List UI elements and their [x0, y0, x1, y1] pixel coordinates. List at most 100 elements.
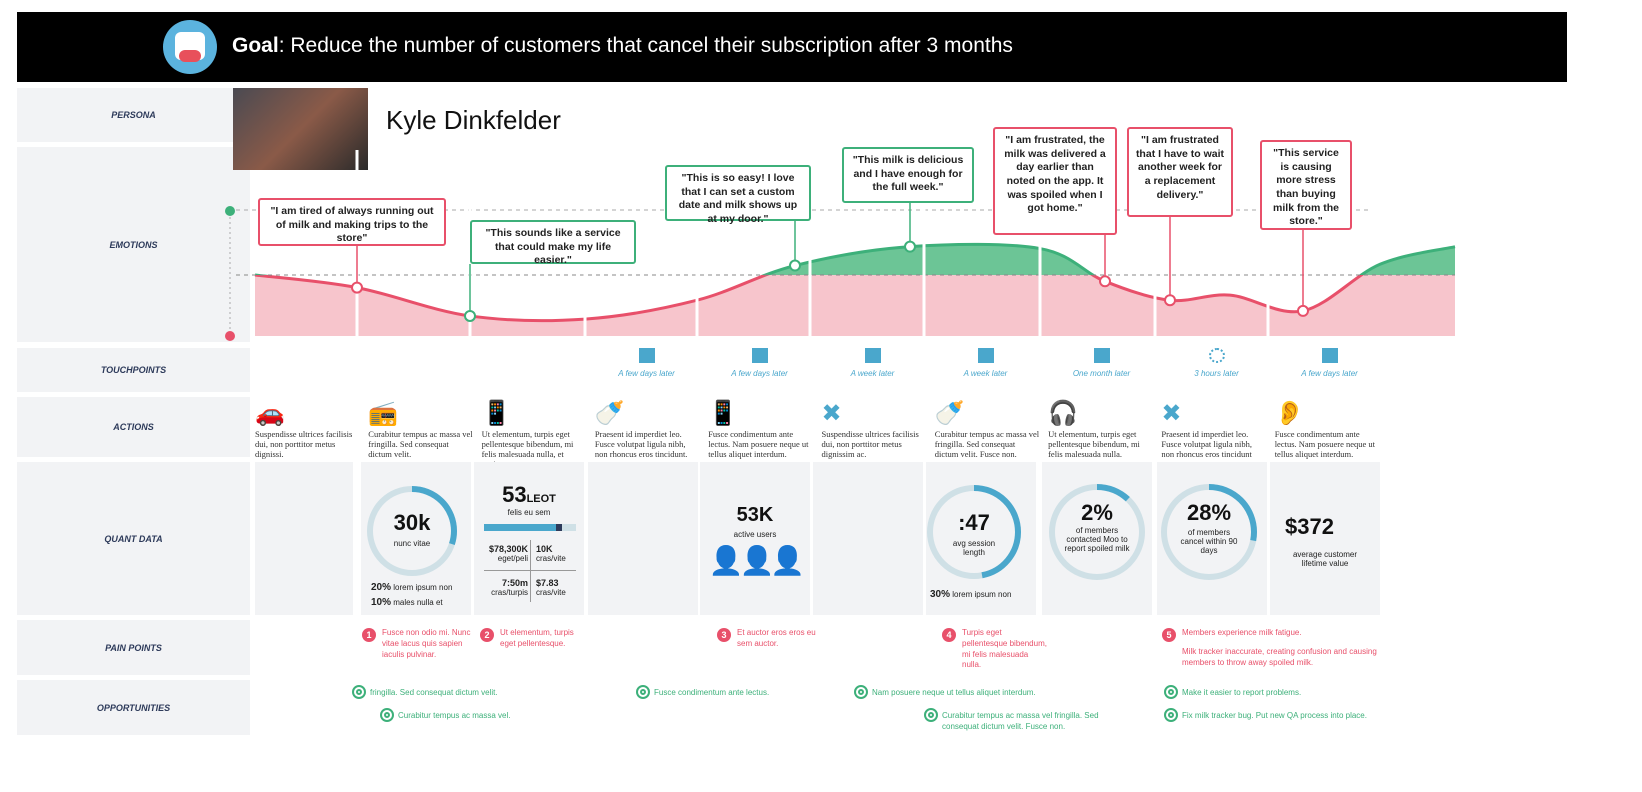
opportunity: Make it easier to report problems. [1164, 685, 1301, 699]
touchpoint: One month later [1045, 348, 1158, 378]
quote-marker [789, 259, 801, 272]
touchpoint-label: A week later [850, 369, 895, 378]
target-icon [924, 708, 938, 722]
touchpoint-label: A week later [963, 369, 1008, 378]
positive-area [255, 244, 1455, 275]
persona-name: Kyle Dinkfelder [386, 105, 561, 135]
calendar-icon [864, 348, 881, 363]
cow-logo-icon [163, 20, 217, 74]
row-label-emotions: EMOTIONS [17, 147, 250, 342]
quant-col-4 [588, 462, 698, 615]
clock-icon [1208, 348, 1225, 363]
quote-marker [1297, 304, 1309, 317]
users-icon: 👤👤👤 [708, 545, 806, 576]
quote-bubble: "I am frustrated, the milk was delivered… [993, 127, 1117, 235]
quote-marker [904, 240, 916, 253]
progress-bar [484, 524, 576, 531]
quant-label: felis eu sem [507, 508, 551, 517]
quote-marker [464, 309, 476, 322]
persona-photo [233, 88, 368, 170]
touchpoint: A few days later [590, 348, 703, 378]
quant-col-5: 53K active users 👤👤👤 [700, 462, 810, 615]
touchpoint: 3 hours later [1160, 348, 1273, 378]
quant-label: nunc vitae [393, 539, 431, 548]
opportunity: Curabitur tempus ac massa vel. [380, 708, 511, 722]
calendar-icon [751, 348, 768, 363]
progress-arc [367, 486, 457, 576]
crossed-bottles-icon: ✖ [821, 399, 842, 427]
pain-point: 3 Et auctor eros eros eu sem auctor. [717, 628, 817, 650]
quote-bubble: "This sounds like a service that could m… [470, 220, 636, 266]
action-item: ✖ Suspendisse ultrices facilisis dui, non… [821, 399, 927, 459]
quant-col-3: 53LEOT felis eu sem $78,300K eget/peli 10… [474, 462, 584, 615]
row-label-quant: QUANT DATA [17, 462, 250, 615]
quant-col-10: $372 average customer lifetime value [1270, 462, 1380, 615]
radio-icon: 📻 [368, 399, 399, 427]
car-icon: 🚗 [255, 399, 285, 427]
action-text: Curabitur tempus ac massa vel fringilla.… [368, 429, 473, 459]
opportunity: Curabitur tempus ac massa vel fringilla.… [924, 708, 1102, 733]
quant-value: $372 [1285, 514, 1334, 539]
action-item: 📻 Curabitur tempus ac massa vel fringilla… [368, 399, 473, 459]
quote-bubble: "I am frustrated that I have to wait ano… [1127, 127, 1233, 217]
progress-arc [1161, 484, 1257, 580]
action-text: Praesent id imperdiet leo. Fusce volutpa… [1161, 429, 1253, 459]
action-item: 👂 Fusce condimentum ante lectus. Nam posu… [1274, 399, 1380, 459]
opportunity: Nam posuere neque ut tellus aliquet inte… [854, 685, 1036, 699]
progress-arc [1049, 484, 1145, 580]
action-item: 🎧 Ut elementum, turpis eget pellentesque … [1048, 399, 1153, 459]
touchpoint-label: A few days later [1301, 369, 1358, 378]
pain-point: 2 Ut elementum, turpis eget pellentesque. [480, 628, 580, 650]
quant-value: 53K [736, 504, 774, 526]
action-text: Fusce condimentum ante lectus. Nam posue… [708, 429, 809, 459]
touchpoint-label: A few days later [618, 369, 675, 378]
progress-arc [927, 485, 1021, 579]
ring-spoiled [1049, 484, 1145, 580]
quote-marker [351, 281, 363, 294]
action-text: Suspendisse ultrices facilisis dui, non … [821, 429, 919, 459]
action-item: 📱 Fusce condimentum ante lectus. Nam posu… [708, 399, 813, 459]
quant-label: active users [733, 530, 777, 539]
calendar-icon [977, 348, 994, 363]
ring-30k [367, 486, 457, 576]
action-item: 🚗 Suspendisse ultrices facilisis dui, non… [255, 399, 360, 459]
touchpoint-label: One month later [1072, 369, 1131, 378]
row-label-opportunities: OPPORTUNITIES [17, 680, 250, 735]
touchpoint: A few days later [1273, 348, 1386, 378]
quant-value: :47 [958, 510, 990, 535]
pain-point: 4 Turpis eget pellentesque bibendum, mi f… [942, 628, 1047, 671]
action-text: Curabitur tempus ac massa vel fringilla.… [934, 429, 1040, 459]
plus-icon [225, 206, 235, 216]
target-icon [636, 685, 650, 699]
quote-bubble: "This milk is delicious and I have enoug… [842, 147, 974, 203]
row-label-persona: PERSONA [17, 88, 250, 142]
quant-col-1 [255, 462, 353, 615]
quant-col-2: 30k nunc vitae 20% lorem ipsum non 10% m… [361, 462, 471, 615]
calendar-icon [1321, 348, 1338, 363]
quote-bubble: "I am tired of always running out of mil… [258, 198, 446, 246]
target-icon [1164, 685, 1178, 699]
quant-col-9: 28% of members cancel within 90 days [1157, 462, 1267, 615]
action-text: Fusce condimentum ante lectus. Nam posue… [1274, 429, 1376, 459]
milk-bottles-icon: 🍼 [594, 399, 625, 427]
action-text: Ut elementum, turpis eget pellentesque b… [1048, 429, 1140, 459]
quant-value: 30k [393, 510, 431, 535]
opportunity: Fix milk tracker bug. Put new QA process… [1164, 708, 1367, 722]
quant-label: avg session length [952, 539, 996, 557]
touchpoint: A week later [929, 348, 1042, 378]
calendar-icon [1093, 348, 1110, 363]
opportunity: fringilla. Sed consequat dictum velit. [352, 685, 498, 699]
row-label-actions: ACTIONS [17, 397, 250, 457]
goal-text: Goal: Reduce the number of customers tha… [232, 34, 1013, 57]
target-icon [1164, 708, 1178, 722]
quant-col-6 [813, 462, 923, 615]
quant-label: of members contacted Moo to report spoil… [1064, 526, 1130, 553]
row-label-pain-points: PAIN POINTS [17, 620, 250, 675]
ear-icon: 👂 [1274, 399, 1305, 427]
action-item: 🍼 Curabitur tempus ac massa vel fringilla… [934, 399, 1040, 459]
phone-icon: 📱 [708, 399, 739, 427]
quote-marker [1099, 275, 1111, 288]
action-item: 🍼 Praesent id imperdiet leo. Fusce volutp… [594, 399, 700, 459]
pain-point: 1 Fusce non odio mi. Nunc vitae lacus qui… [362, 628, 472, 660]
